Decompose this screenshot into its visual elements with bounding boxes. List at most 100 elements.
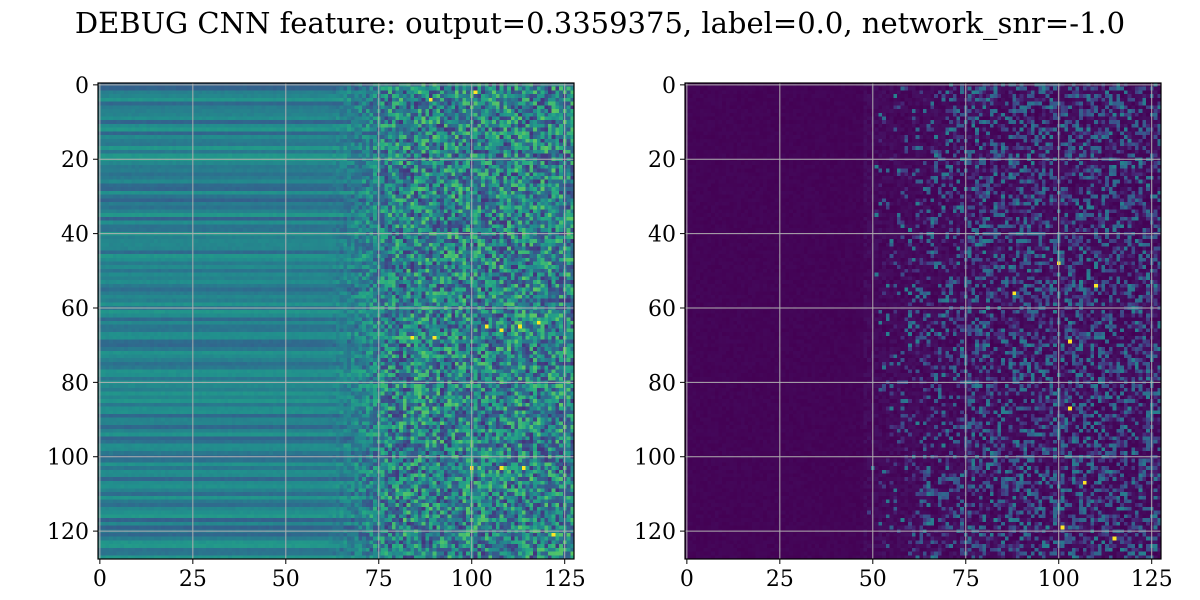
- heatmap-cell: [499, 142, 504, 147]
- heatmap-cell: [551, 175, 557, 181]
- heatmap-cell: [205, 153, 211, 158]
- heatmap-cell: [332, 123, 337, 129]
- heatmap-cell: [533, 179, 538, 185]
- heatmap-cell: [213, 138, 218, 144]
- heatmap-cell: [388, 164, 393, 170]
- heatmap-cell: [205, 161, 211, 166]
- heatmap-cell: [350, 179, 356, 185]
- heatmap-cell: [540, 194, 545, 199]
- heatmap-cell: [440, 187, 445, 192]
- heatmap-cell: [410, 105, 415, 110]
- heatmap-cell: [257, 198, 263, 203]
- heatmap-cell: [328, 179, 333, 185]
- heatmap-cell: [373, 161, 378, 166]
- heatmap-cell: [172, 109, 177, 114]
- heatmap-cell: [336, 220, 341, 225]
- heatmap-cell: [109, 101, 114, 106]
- heatmap-cell: [432, 179, 438, 185]
- heatmap-cell: [570, 209, 575, 214]
- heatmap-cell: [239, 105, 244, 110]
- heatmap-cell: [205, 127, 211, 132]
- heatmap-cell: [124, 168, 129, 173]
- heatmap-cell: [183, 112, 188, 118]
- heatmap-cell: [109, 135, 114, 140]
- heatmap-cell: [362, 179, 367, 185]
- heatmap-cell: [525, 112, 530, 118]
- heatmap-cell: [138, 105, 144, 110]
- heatmap-cell: [559, 105, 564, 110]
- heatmap-cell: [414, 179, 419, 185]
- heatmap-cell: [161, 179, 166, 185]
- heatmap-cell: [514, 213, 519, 218]
- heatmap-cell: [254, 105, 259, 110]
- heatmap-cell: [510, 149, 516, 155]
- heatmap-cell: [228, 194, 233, 199]
- heatmap-cell: [380, 109, 385, 114]
- heatmap-cell: [533, 205, 538, 211]
- heatmap-cell: [350, 213, 356, 218]
- heatmap-cell: [510, 135, 516, 140]
- heatmap-cell: [369, 112, 374, 118]
- heatmap-cell: [544, 116, 549, 121]
- heatmap-cell: [324, 112, 330, 118]
- heatmap-cell: [298, 149, 304, 155]
- heatmap-cell: [217, 187, 222, 192]
- heatmap-cell: [265, 168, 270, 173]
- heatmap-cell: [362, 90, 367, 95]
- heatmap-cell: [481, 120, 486, 125]
- heatmap-cell: [324, 127, 330, 132]
- heatmap-cell: [547, 112, 553, 118]
- heatmap-cell: [380, 138, 385, 144]
- heatmap-cell: [131, 101, 136, 106]
- heatmap-cell: [484, 131, 490, 136]
- heatmap-cell: [164, 138, 170, 144]
- heatmap-cell: [536, 149, 542, 155]
- heatmap-cell: [298, 94, 304, 99]
- heatmap-cell: [336, 97, 341, 103]
- heatmap-cell: [287, 224, 292, 229]
- heatmap-cell: [521, 168, 527, 173]
- heatmap-cell: [488, 142, 493, 147]
- heatmap-cell: [551, 109, 557, 114]
- heatmap-cell: [138, 97, 144, 103]
- heatmap-cell: [135, 112, 140, 118]
- heatmap-cell: [421, 97, 426, 103]
- heatmap-cell: [347, 142, 352, 147]
- heatmap-cell: [380, 213, 385, 218]
- heatmap-cell: [477, 142, 482, 147]
- heatmap-cell: [358, 179, 363, 185]
- heatmap-cell: [302, 153, 307, 158]
- heatmap-cell: [272, 90, 278, 95]
- heatmap-cell: [138, 202, 144, 207]
- heatmap-cell: [477, 90, 482, 95]
- heatmap-cell: [213, 153, 218, 158]
- heatmap-cell: [306, 183, 311, 188]
- heatmap-cell: [555, 164, 560, 170]
- heatmap-cell: [124, 194, 129, 199]
- heatmap-cell: [369, 194, 374, 199]
- heatmap-cell: [124, 205, 129, 211]
- heatmap-cell: [503, 105, 508, 110]
- heatmap-cell: [209, 216, 214, 222]
- heatmap-cell: [321, 190, 326, 196]
- heatmap-cell: [455, 194, 460, 199]
- heatmap-cell: [105, 172, 110, 177]
- heatmap-cell: [280, 94, 285, 99]
- heatmap-cell: [309, 138, 315, 144]
- heatmap-cell: [525, 216, 530, 222]
- heatmap-cell: [466, 112, 471, 118]
- heatmap-cell: [217, 202, 222, 207]
- heatmap-cell: [321, 164, 326, 170]
- heatmap-cell: [514, 209, 519, 214]
- heatmap-cell: [373, 142, 378, 147]
- heatmap-cell: [313, 105, 319, 110]
- heatmap-cell: [198, 194, 203, 199]
- heatmap-cell: [362, 224, 367, 229]
- heatmap-cell: [194, 149, 200, 155]
- heatmap-cell: [228, 190, 233, 196]
- heatmap-cell: [339, 190, 345, 196]
- heatmap-cell: [388, 168, 393, 173]
- heatmap-cell: [153, 198, 159, 203]
- heatmap-cell: [440, 90, 445, 95]
- heatmap-cell: [362, 131, 367, 136]
